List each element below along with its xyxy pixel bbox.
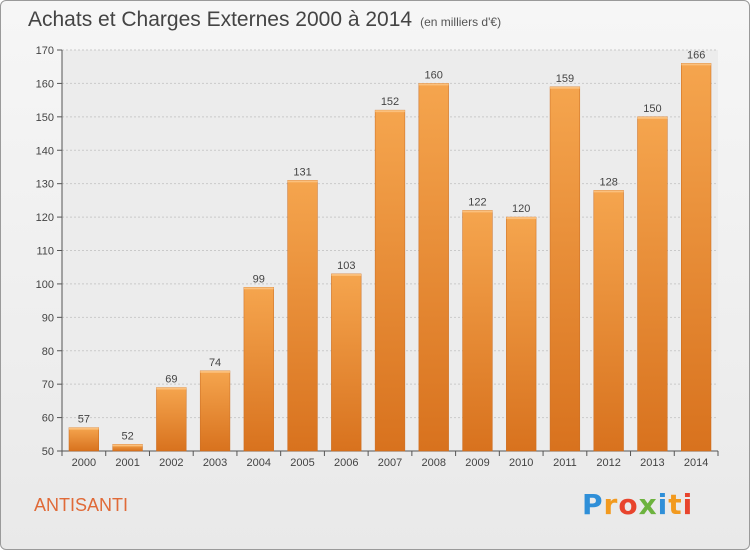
bar-highlight <box>637 116 668 119</box>
logo-letter: t <box>668 488 683 521</box>
data-label: 166 <box>687 49 705 61</box>
bar <box>549 86 581 452</box>
y-tick-label: 130 <box>36 179 54 191</box>
bar-highlight <box>243 287 274 290</box>
x-tick-label: 2002 <box>159 457 183 469</box>
bar <box>506 216 537 452</box>
bar-highlight <box>200 370 230 373</box>
bars <box>68 63 712 452</box>
bar-highlight <box>287 180 318 183</box>
data-label: 128 <box>599 176 617 188</box>
x-tick-label: 2014 <box>684 457 708 469</box>
axes: 50 60 70 80 90 100 110 120 130 140 150 160 170 2000 20… <box>36 45 719 469</box>
bar-highlight <box>331 273 362 276</box>
logo-letter: P <box>582 488 604 521</box>
logo-letter: o <box>618 488 639 521</box>
x-tick-label: 2011 <box>553 457 577 469</box>
y-tick-label: 140 <box>36 145 54 157</box>
data-label: 131 <box>293 166 311 178</box>
bar <box>593 190 624 452</box>
bar <box>199 370 231 452</box>
chart-subtitle: (en milliers d'€) <box>420 15 502 29</box>
bar-highlight <box>593 190 624 193</box>
bar-highlight <box>418 83 449 86</box>
bar <box>243 287 274 452</box>
proxiti-logo[interactable]: Proxiti <box>582 488 693 521</box>
logo-letter: r <box>603 488 619 521</box>
bar <box>462 210 493 452</box>
x-tick-label: 2013 <box>640 457 664 469</box>
x-tick-label: 2003 <box>203 457 227 469</box>
data-label: 52 <box>121 430 133 442</box>
commune-name: ANTISANTI <box>34 495 129 515</box>
x-tick-label: 2007 <box>378 457 402 469</box>
data-label: 69 <box>165 374 177 386</box>
x-tick-label: 2001 <box>115 457 139 469</box>
bar <box>418 83 449 452</box>
y-tick-label: 90 <box>42 312 54 324</box>
bar <box>681 63 712 452</box>
data-label: 99 <box>253 273 265 285</box>
bar-highlight <box>68 427 99 430</box>
logo-letter: i <box>682 488 694 521</box>
y-tick-label: 70 <box>42 379 54 391</box>
chart-title-text: Achats et Charges Externes 2000 à 2014 <box>28 8 413 31</box>
bar <box>637 116 668 452</box>
logo-letter: x <box>638 488 658 521</box>
data-label: 160 <box>425 69 443 81</box>
y-tick-label: 150 <box>36 112 54 124</box>
data-label: 74 <box>209 357 221 369</box>
y-tick-label: 170 <box>36 45 54 57</box>
bar <box>331 273 362 452</box>
y-tick-label: 100 <box>36 279 54 291</box>
y-tick-label: 60 <box>42 413 54 425</box>
data-label: 150 <box>643 103 661 115</box>
x-tick-label: 2000 <box>72 457 96 469</box>
bar-highlight <box>462 210 493 213</box>
bar-highlight <box>681 63 712 66</box>
y-tick-label: 50 <box>42 446 54 458</box>
y-tick-label: 120 <box>36 212 54 224</box>
bar-highlight <box>375 110 405 113</box>
bar-highlight <box>156 387 187 390</box>
x-tick-label: 2005 <box>290 457 314 469</box>
bar <box>68 427 99 452</box>
x-tick-label: 2012 <box>596 457 620 469</box>
data-label: 152 <box>381 96 399 108</box>
x-tick-label: 2008 <box>421 457 445 469</box>
y-tick-label: 160 <box>36 78 54 90</box>
bar-highlight <box>506 217 537 220</box>
bar <box>287 180 318 452</box>
data-label: 159 <box>556 73 574 85</box>
x-tick-label: 2010 <box>509 457 533 469</box>
data-labels: 57 52 69 74 99 131 103 152 160 122 120 159 128 150 166 <box>78 49 706 442</box>
data-label: 120 <box>512 203 530 215</box>
y-tick-label: 110 <box>36 246 54 258</box>
x-tick-label: 2004 <box>247 457 271 469</box>
chart-title: Achats et Charges Externes 2000 à 2014 (e… <box>28 8 501 32</box>
x-tick-label: 2006 <box>334 457 358 469</box>
data-label: 57 <box>78 414 90 426</box>
bar-highlight <box>112 444 143 447</box>
bar <box>156 387 187 452</box>
bar <box>374 109 406 452</box>
data-label: 122 <box>468 196 486 208</box>
x-tick-label: 2009 <box>465 457 489 469</box>
logo-letter: i <box>657 488 669 521</box>
data-label: 103 <box>337 260 355 272</box>
y-tick-label: 80 <box>42 346 54 358</box>
bar-highlight <box>550 86 580 89</box>
